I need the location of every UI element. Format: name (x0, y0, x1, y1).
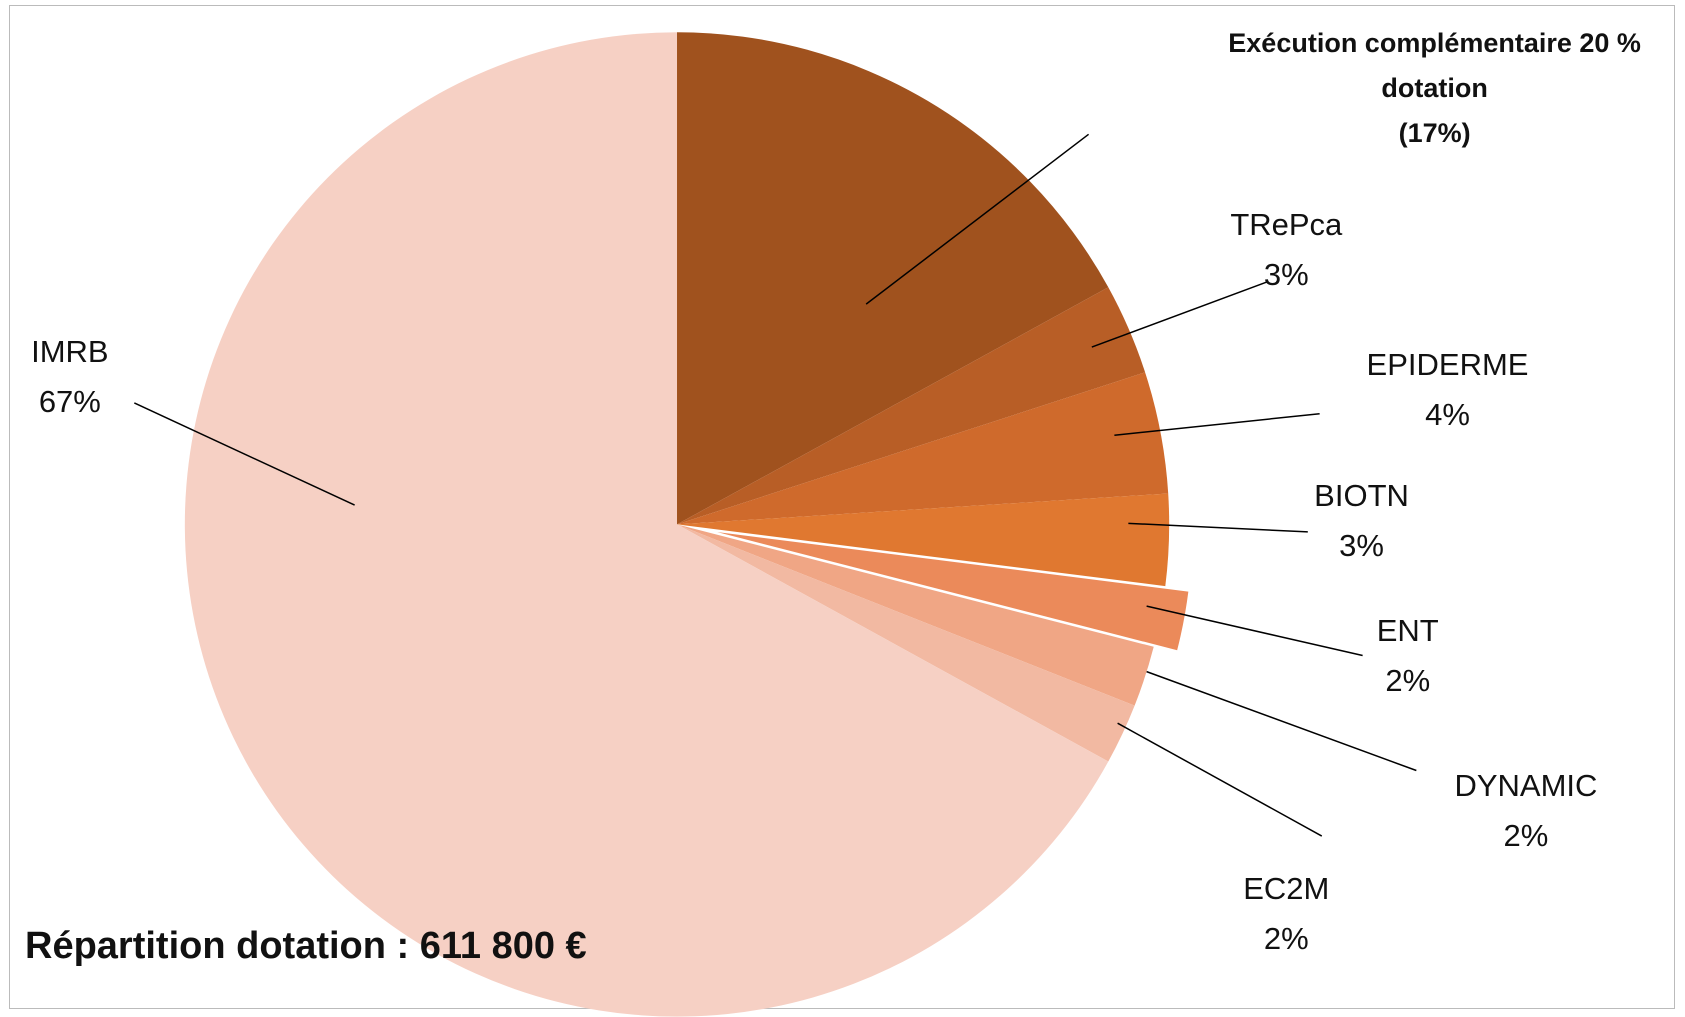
slice-value-label: 67% (38, 383, 101, 419)
leader-line (1114, 412, 1320, 436)
slice-label: EC2M (1243, 870, 1330, 906)
leader-line (1117, 722, 1323, 837)
slice-label: IMRB (31, 333, 109, 369)
pie-slice (677, 493, 1170, 587)
slice-value-label: 2% (1503, 817, 1549, 853)
slice-value-label: 2% (1263, 920, 1309, 956)
slice-value-label: (17%) (1398, 118, 1471, 149)
leader-line (1146, 670, 1417, 772)
pie-slice (184, 32, 1109, 1017)
slice-value-label: 3% (1263, 256, 1309, 292)
pie-slice (677, 372, 1169, 525)
slice-label: DYNAMIC (1454, 767, 1598, 803)
slice-value-label: 3% (1339, 527, 1384, 563)
pie-slice (677, 287, 1146, 525)
slice-label: ENT (1376, 613, 1439, 649)
leader-line (1091, 280, 1269, 348)
pie-slice (677, 524, 1154, 706)
slice-value-label: 4% (1425, 396, 1470, 432)
chart-title: Répartition dotation : 611 800 € (25, 925, 587, 967)
leader-line (134, 402, 355, 506)
leader-line (1128, 522, 1308, 533)
slice-label: Exécution complémentaire 20 % dotation (1228, 28, 1641, 104)
pie-slice (677, 32, 1109, 525)
slice-label: EPIDERME (1366, 346, 1529, 382)
pie-slice (700, 528, 1191, 653)
leader-line (865, 133, 1090, 305)
chart-frame (9, 5, 1675, 1009)
slice-label: BIOTN (1314, 477, 1409, 513)
pie-slice (677, 524, 1135, 762)
leader-line (1146, 605, 1363, 657)
slice-label: TRePca (1230, 206, 1343, 242)
slice-value-label: 2% (1385, 663, 1431, 699)
